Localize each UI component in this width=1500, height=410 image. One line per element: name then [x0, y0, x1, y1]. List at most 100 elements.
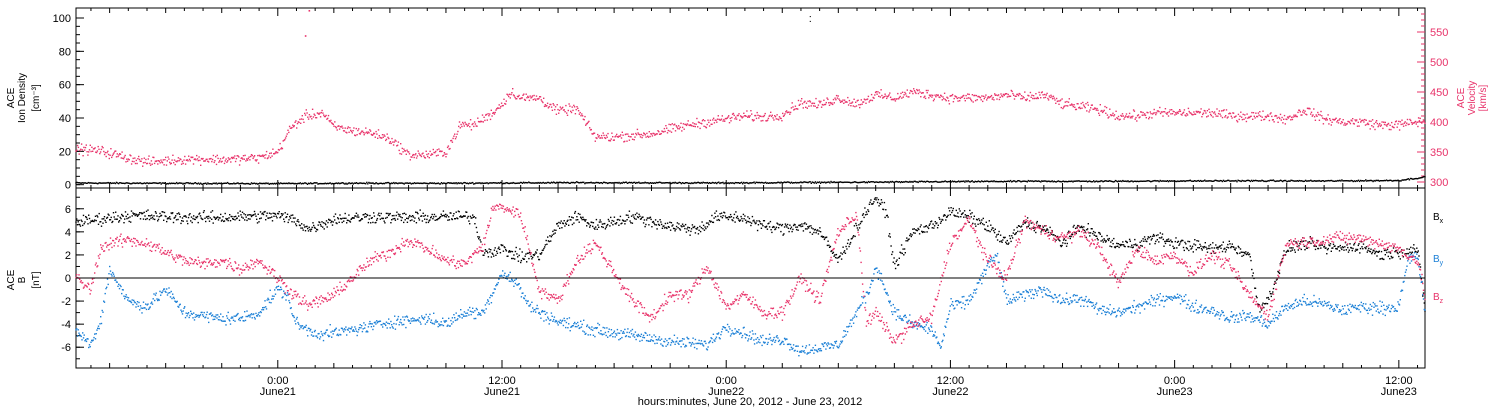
- data-point: [325, 220, 328, 222]
- data-point: [1040, 97, 1042, 99]
- data-point: [894, 262, 896, 265]
- data-point: [250, 214, 252, 216]
- data-point: [888, 233, 891, 235]
- data-point: [796, 182, 798, 184]
- data-point: [792, 224, 795, 227]
- data-point: [1178, 180, 1180, 183]
- data-point: [549, 182, 552, 184]
- data-point: [100, 225, 103, 227]
- data-point: [230, 161, 232, 163]
- data-point: [1185, 115, 1187, 117]
- data-point: [859, 103, 862, 106]
- data-point: [832, 181, 834, 184]
- data-point: [334, 213, 337, 215]
- data-point: [1058, 239, 1060, 241]
- data-point: [469, 126, 471, 128]
- data-point: [810, 182, 812, 184]
- data-point: [556, 222, 559, 225]
- data-point: [995, 236, 997, 238]
- data-point: [1052, 181, 1054, 183]
- data-point: [227, 160, 229, 162]
- data-point: [1105, 112, 1107, 114]
- data-point: [618, 135, 620, 137]
- data-point: [1099, 180, 1101, 183]
- data-point: [227, 157, 230, 159]
- data-point: [868, 101, 870, 103]
- data-point: [1304, 249, 1306, 251]
- data-point: [1413, 122, 1415, 124]
- data-point: [338, 182, 340, 184]
- data-point: [784, 113, 786, 115]
- data-point: [580, 115, 582, 117]
- data-point: [1010, 89, 1012, 92]
- data-point: [1049, 180, 1051, 183]
- data-point: [1192, 113, 1194, 116]
- data-point: [654, 223, 656, 226]
- data-point: [142, 165, 144, 167]
- data-point: [1308, 241, 1311, 243]
- data-point: [1378, 250, 1380, 252]
- data-point: [1278, 116, 1280, 119]
- data-point: [1111, 180, 1114, 183]
- data-point: [249, 183, 252, 185]
- data-point: [1189, 112, 1191, 114]
- data-point: [870, 199, 872, 201]
- data-point: [1325, 180, 1327, 182]
- data-point: [451, 141, 454, 143]
- data-point: [1269, 293, 1272, 295]
- data-point: [768, 226, 771, 228]
- data-point: [589, 127, 591, 129]
- data-point: [1052, 95, 1055, 97]
- data-point: [325, 223, 327, 226]
- data-point: [664, 222, 667, 225]
- data-point: [879, 96, 881, 98]
- data-point: [582, 181, 584, 183]
- data-point: [1107, 117, 1109, 119]
- data-point: [125, 294, 127, 296]
- data-point: [646, 132, 648, 135]
- data-point: [1328, 180, 1331, 182]
- data-point: [312, 182, 314, 185]
- data-point: [464, 121, 466, 124]
- data-point: [815, 182, 818, 184]
- data-point: [578, 221, 580, 223]
- data-point: [562, 182, 564, 184]
- series-trace-0: [75, 175, 1426, 185]
- data-point: [1403, 179, 1405, 181]
- data-point: [393, 214, 395, 217]
- data-point: [891, 98, 893, 101]
- data-point: [670, 182, 672, 185]
- data-point: [1337, 179, 1339, 182]
- data-point: [856, 181, 858, 184]
- data-point: [1374, 180, 1376, 182]
- data-point: [934, 221, 936, 223]
- data-point: [1385, 124, 1387, 126]
- data-point: [1377, 179, 1379, 182]
- data-point: [892, 98, 894, 100]
- data-point: [91, 219, 94, 222]
- data-point: [1306, 114, 1308, 116]
- data-point: [861, 214, 864, 216]
- data-point: [498, 246, 500, 248]
- data-point: [211, 158, 214, 161]
- data-point: [1388, 251, 1390, 253]
- data-point: [809, 231, 811, 234]
- data-point: [1171, 113, 1174, 115]
- data-point: [521, 182, 524, 184]
- data-point: [384, 135, 386, 137]
- data-point: [271, 155, 273, 157]
- data-point: [76, 224, 79, 226]
- data-point: [707, 222, 709, 224]
- data-point: [1090, 228, 1092, 230]
- data-point: [188, 155, 190, 157]
- data-point: [805, 102, 808, 104]
- data-point: [1372, 126, 1375, 128]
- data-point: [976, 180, 979, 183]
- data-point: [843, 102, 845, 104]
- data-point: [985, 221, 987, 223]
- data-point: [1371, 251, 1374, 253]
- data-point: [106, 182, 108, 184]
- data-point: [731, 116, 733, 119]
- data-point: [1246, 253, 1248, 255]
- data-point: [559, 227, 561, 229]
